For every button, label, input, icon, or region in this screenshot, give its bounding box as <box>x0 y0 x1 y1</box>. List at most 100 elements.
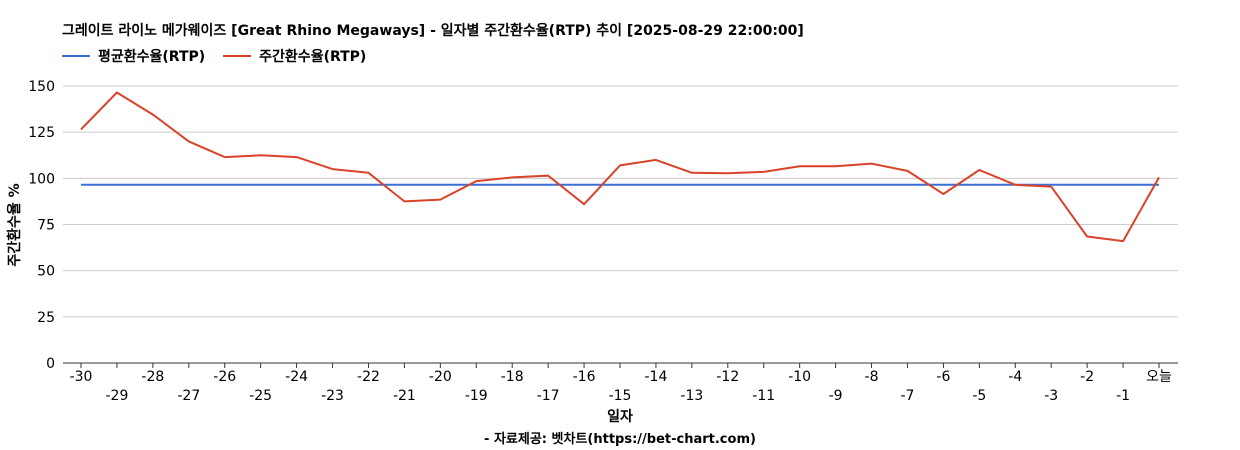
x-tick-label: -26 <box>213 369 236 385</box>
data-point-s1-19[interactable] <box>762 170 766 174</box>
data-point-s1-5[interactable] <box>259 153 263 157</box>
data-point-s1-1[interactable] <box>115 90 119 94</box>
x-tick-label: -20 <box>429 369 452 385</box>
y-tick-label: 100 <box>28 171 55 187</box>
data-point-s0-25[interactable] <box>977 183 981 187</box>
data-point-s0-21[interactable] <box>834 183 838 187</box>
data-point-s1-28[interactable] <box>1085 235 1089 239</box>
data-point-s0-22[interactable] <box>870 183 874 187</box>
y-tick-label: 0 <box>46 356 55 372</box>
data-point-s0-5[interactable] <box>259 183 263 187</box>
data-point-s0-19[interactable] <box>762 183 766 187</box>
data-point-s0-18[interactable] <box>726 183 730 187</box>
data-point-s1-11[interactable] <box>474 179 478 183</box>
data-point-s1-20[interactable] <box>798 164 802 168</box>
data-point-s0-3[interactable] <box>187 183 191 187</box>
data-point-s1-7[interactable] <box>331 167 335 171</box>
data-point-s0-11[interactable] <box>474 183 478 187</box>
data-point-s1-16[interactable] <box>654 158 658 162</box>
data-point-s0-0[interactable] <box>79 183 83 187</box>
data-point-s1-10[interactable] <box>438 198 442 202</box>
data-point-s1-3[interactable] <box>187 139 191 143</box>
data-point-s0-16[interactable] <box>654 183 658 187</box>
data-point-s0-1[interactable] <box>115 183 119 187</box>
data-point-s0-17[interactable] <box>690 183 694 187</box>
x-tick-label: -4 <box>1008 369 1022 385</box>
series-line-1[interactable] <box>80 91 1160 243</box>
y-tick-label: 150 <box>28 79 55 95</box>
data-point-s1-25[interactable] <box>977 168 981 172</box>
x-tick-label: -9 <box>829 388 843 404</box>
data-point-s1-23[interactable] <box>905 169 909 173</box>
x-tick-label: -2 <box>1080 369 1094 385</box>
data-point-s0-7[interactable] <box>331 183 335 187</box>
x-tick-label: -6 <box>936 369 950 385</box>
data-point-s0-29[interactable] <box>1121 183 1125 187</box>
legend-swatch-weekly <box>223 55 252 57</box>
legend-label-weekly: 주간환수율(RTP) <box>259 49 367 65</box>
x-tick-label: -24 <box>285 369 308 385</box>
legend-item-weekly[interactable]: 주간환수율(RTP) <box>223 46 366 66</box>
x-tick-label: 오늘 <box>1146 369 1172 385</box>
data-point-s1-29[interactable] <box>1121 239 1125 243</box>
data-point-s0-9[interactable] <box>402 183 406 187</box>
legend-item-average[interactable]: 평균환수율(RTP) <box>62 46 205 66</box>
y-axis-label: 주간환수율 % <box>6 183 23 266</box>
data-point-s1-14[interactable] <box>582 202 586 206</box>
data-point-s1-18[interactable] <box>726 171 730 175</box>
y-tick-label: 125 <box>28 125 55 141</box>
x-axis-label: 일자 <box>607 409 633 425</box>
data-point-s1-21[interactable] <box>834 164 838 168</box>
data-point-s1-17[interactable] <box>690 171 694 175</box>
data-point-s1-12[interactable] <box>510 175 514 179</box>
data-point-s1-27[interactable] <box>1049 185 1053 189</box>
x-tick-label: -11 <box>752 388 775 404</box>
data-point-s1-4[interactable] <box>223 155 227 159</box>
data-point-s0-24[interactable] <box>941 183 945 187</box>
x-tick-label: -18 <box>501 369 524 385</box>
data-point-s0-12[interactable] <box>510 183 514 187</box>
data-point-s0-4[interactable] <box>223 183 227 187</box>
data-point-s1-24[interactable] <box>941 192 945 196</box>
x-tick-label: -27 <box>177 388 200 404</box>
data-point-s1-9[interactable] <box>402 199 406 203</box>
data-point-s0-8[interactable] <box>366 183 370 187</box>
x-tick-label: -3 <box>1044 388 1058 404</box>
data-point-s0-6[interactable] <box>295 183 299 187</box>
x-tick-label: -25 <box>249 388 272 404</box>
data-point-s1-6[interactable] <box>295 155 299 159</box>
x-tick-label: -19 <box>465 388 488 404</box>
x-tick-label: -28 <box>141 369 164 385</box>
data-point-s1-15[interactable] <box>618 163 622 167</box>
x-tick-label: -13 <box>680 388 703 404</box>
data-point-s0-13[interactable] <box>546 183 550 187</box>
data-point-s1-8[interactable] <box>366 171 370 175</box>
data-point-s1-30[interactable] <box>1157 175 1161 179</box>
y-tick-label: 25 <box>37 310 55 326</box>
x-tick-labels: -30-29-28-27-26-25-24-23-22-21-20-19-18-… <box>70 369 1172 404</box>
data-point-s1-22[interactable] <box>870 162 874 166</box>
legend: 평균환수율(RTP) 주간환수율(RTP) <box>62 46 366 66</box>
data-point-s1-26[interactable] <box>1013 183 1017 187</box>
data-point-s0-14[interactable] <box>582 183 586 187</box>
y-tick-label: 50 <box>37 264 55 280</box>
data-point-s1-13[interactable] <box>546 174 550 178</box>
data-point-s0-20[interactable] <box>798 183 802 187</box>
x-tick-label: -16 <box>573 369 596 385</box>
legend-swatch-average <box>62 55 90 57</box>
data-point-s0-10[interactable] <box>438 183 442 187</box>
data-point-s0-15[interactable] <box>618 183 622 187</box>
data-point-s0-2[interactable] <box>151 183 155 187</box>
x-tick-label: -23 <box>321 388 344 404</box>
data-point-s1-0[interactable] <box>79 127 83 131</box>
x-tick-label: -22 <box>357 369 380 385</box>
data-point-s0-28[interactable] <box>1085 183 1089 187</box>
data-point-s0-23[interactable] <box>905 183 909 187</box>
x-tick-label: -10 <box>788 369 811 385</box>
data-point-s1-2[interactable] <box>151 113 155 117</box>
data-point-s0-30[interactable] <box>1157 183 1161 187</box>
x-tick-label: -8 <box>865 369 879 385</box>
x-tick-label: -1 <box>1116 388 1130 404</box>
y-tick-label: 75 <box>37 218 55 234</box>
